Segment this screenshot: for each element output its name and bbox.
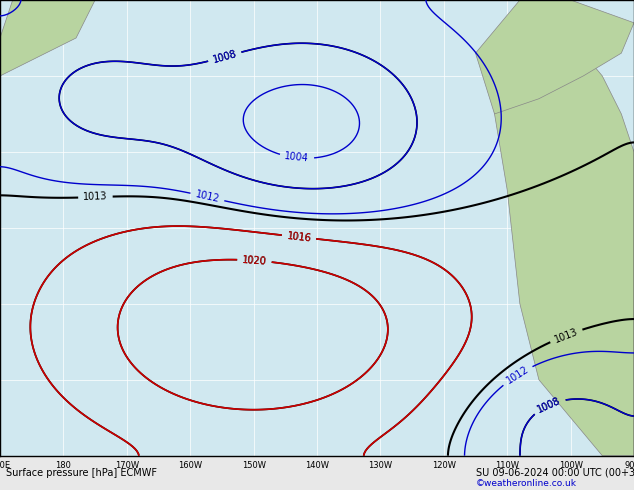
Polygon shape (476, 0, 634, 114)
Text: SU 09-06-2024 00:00 UTC (00+360): SU 09-06-2024 00:00 UTC (00+360) (476, 468, 634, 478)
Text: 1012: 1012 (194, 189, 221, 204)
Text: 1020: 1020 (242, 255, 267, 267)
Polygon shape (0, 0, 95, 76)
Text: 160W: 160W (178, 461, 202, 470)
Text: 1008: 1008 (212, 49, 238, 65)
Polygon shape (495, 0, 634, 456)
Text: 1008: 1008 (536, 395, 562, 415)
Text: 1016: 1016 (287, 231, 312, 244)
Text: 1008: 1008 (212, 49, 238, 65)
Text: 1004: 1004 (284, 151, 309, 164)
Text: 120W: 120W (432, 461, 456, 470)
Text: 1012: 1012 (504, 364, 531, 386)
Text: 140W: 140W (305, 461, 329, 470)
Text: 100W: 100W (559, 461, 583, 470)
Text: 1008: 1008 (536, 395, 562, 415)
Text: 170E: 170E (0, 461, 11, 470)
Text: 130W: 130W (368, 461, 392, 470)
Text: 90W: 90W (624, 461, 634, 470)
Text: 1020: 1020 (242, 255, 267, 267)
Text: 110W: 110W (495, 461, 519, 470)
Text: ©weatheronline.co.uk: ©weatheronline.co.uk (476, 479, 576, 488)
Text: 1016: 1016 (287, 231, 312, 244)
Text: 170W: 170W (115, 461, 139, 470)
Text: 150W: 150W (242, 461, 266, 470)
Text: 1013: 1013 (83, 192, 108, 202)
Text: 1013: 1013 (553, 326, 579, 344)
Text: 180: 180 (55, 461, 72, 470)
Text: Surface pressure [hPa] ECMWF: Surface pressure [hPa] ECMWF (6, 468, 157, 478)
